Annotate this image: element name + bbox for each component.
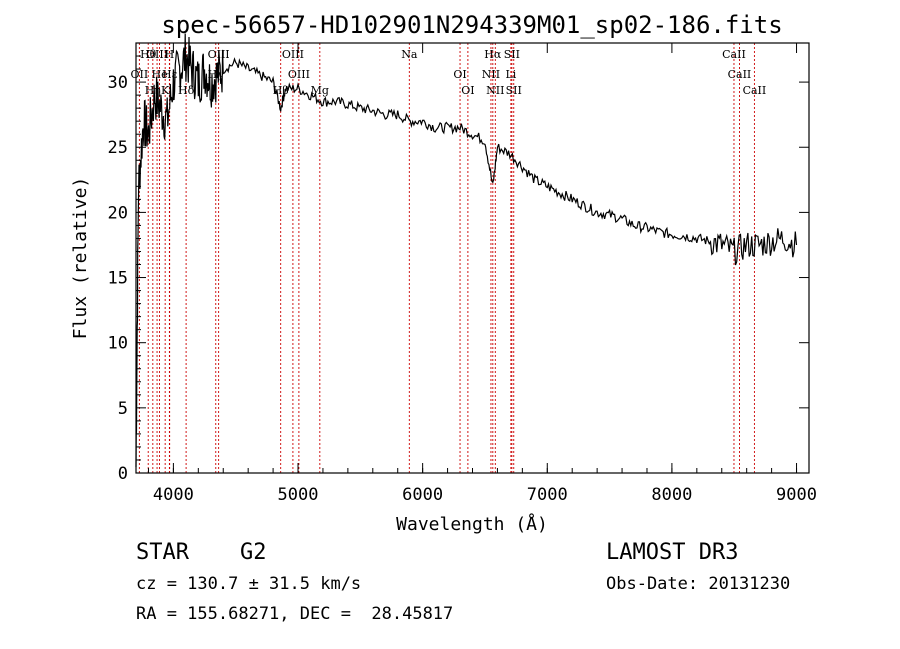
y-tick-label: 25: [108, 138, 128, 158]
line-label: Mg: [311, 84, 329, 97]
line-label: SII: [504, 48, 520, 61]
plot-frame: [135, 42, 810, 474]
object-class: STAR: [136, 540, 189, 565]
observation-date: Obs-Date: 20131230: [606, 574, 791, 594]
redshift-velocity: cz = 130.7 ± 31.5 km/s: [136, 574, 362, 594]
emission-line-labels: HθOIIHηOIIIHeKHHεHδOIIIHγHβOIIIOIIIMgNaO…: [131, 48, 767, 97]
line-label: OIII: [288, 68, 310, 81]
line-label: Li: [505, 68, 516, 81]
y-tick-label: 15: [108, 269, 128, 289]
line-label: Hδ: [178, 84, 195, 97]
y-tick-label: 30: [108, 73, 128, 93]
line-label: CaII: [743, 84, 767, 97]
line-label: CaII: [722, 48, 746, 61]
line-label: Hα: [484, 48, 502, 61]
spectral-subclass: G2: [240, 540, 267, 565]
line-label: CaII: [728, 68, 752, 81]
spectrum-series: [135, 33, 798, 468]
line-label: H: [165, 48, 175, 61]
y-tick-label: 10: [108, 334, 128, 354]
x-axis-label: Wavelength (Å): [396, 513, 548, 535]
y-tick-label: 20: [108, 203, 128, 223]
y-axis: 0 5 10 15 20 25 30: [108, 42, 809, 484]
line-label: Na: [401, 48, 418, 61]
line-label: He: [152, 68, 168, 81]
x-tick-label: 4000: [153, 485, 194, 505]
x-tick-label: 7000: [527, 485, 568, 505]
line-label: OIII: [146, 48, 168, 61]
x-tick-label: 6000: [402, 485, 443, 505]
y-tick-label: 5: [118, 399, 128, 419]
line-label: OI: [453, 68, 466, 81]
line-label: OII: [131, 68, 149, 81]
line-label: NII: [486, 84, 504, 97]
coordinates: RA = 155.68271, DEC = 28.45817: [136, 604, 454, 624]
y-tick-label: 0: [118, 464, 128, 484]
survey-name: LAMOST DR3: [606, 540, 739, 565]
chart-title: spec-56657-HD102901N294339M01_sp02-186.f…: [161, 11, 782, 39]
emission-line-markers: [138, 43, 755, 473]
line-label: OI: [461, 84, 474, 97]
line-label: Hθ: [140, 48, 157, 61]
x-tick-label: 5000: [278, 485, 319, 505]
x-tick-label: 8000: [651, 485, 692, 505]
y-axis-label: Flux (relative): [70, 177, 91, 340]
line-label: NII: [482, 68, 500, 81]
x-tick-label: 9000: [776, 485, 817, 505]
line-label: OIII: [282, 48, 304, 61]
x-axis: 4000 5000 6000 7000 8000 9000: [147, 43, 817, 505]
line-label: SII: [506, 84, 522, 97]
line-label: K: [161, 84, 170, 97]
